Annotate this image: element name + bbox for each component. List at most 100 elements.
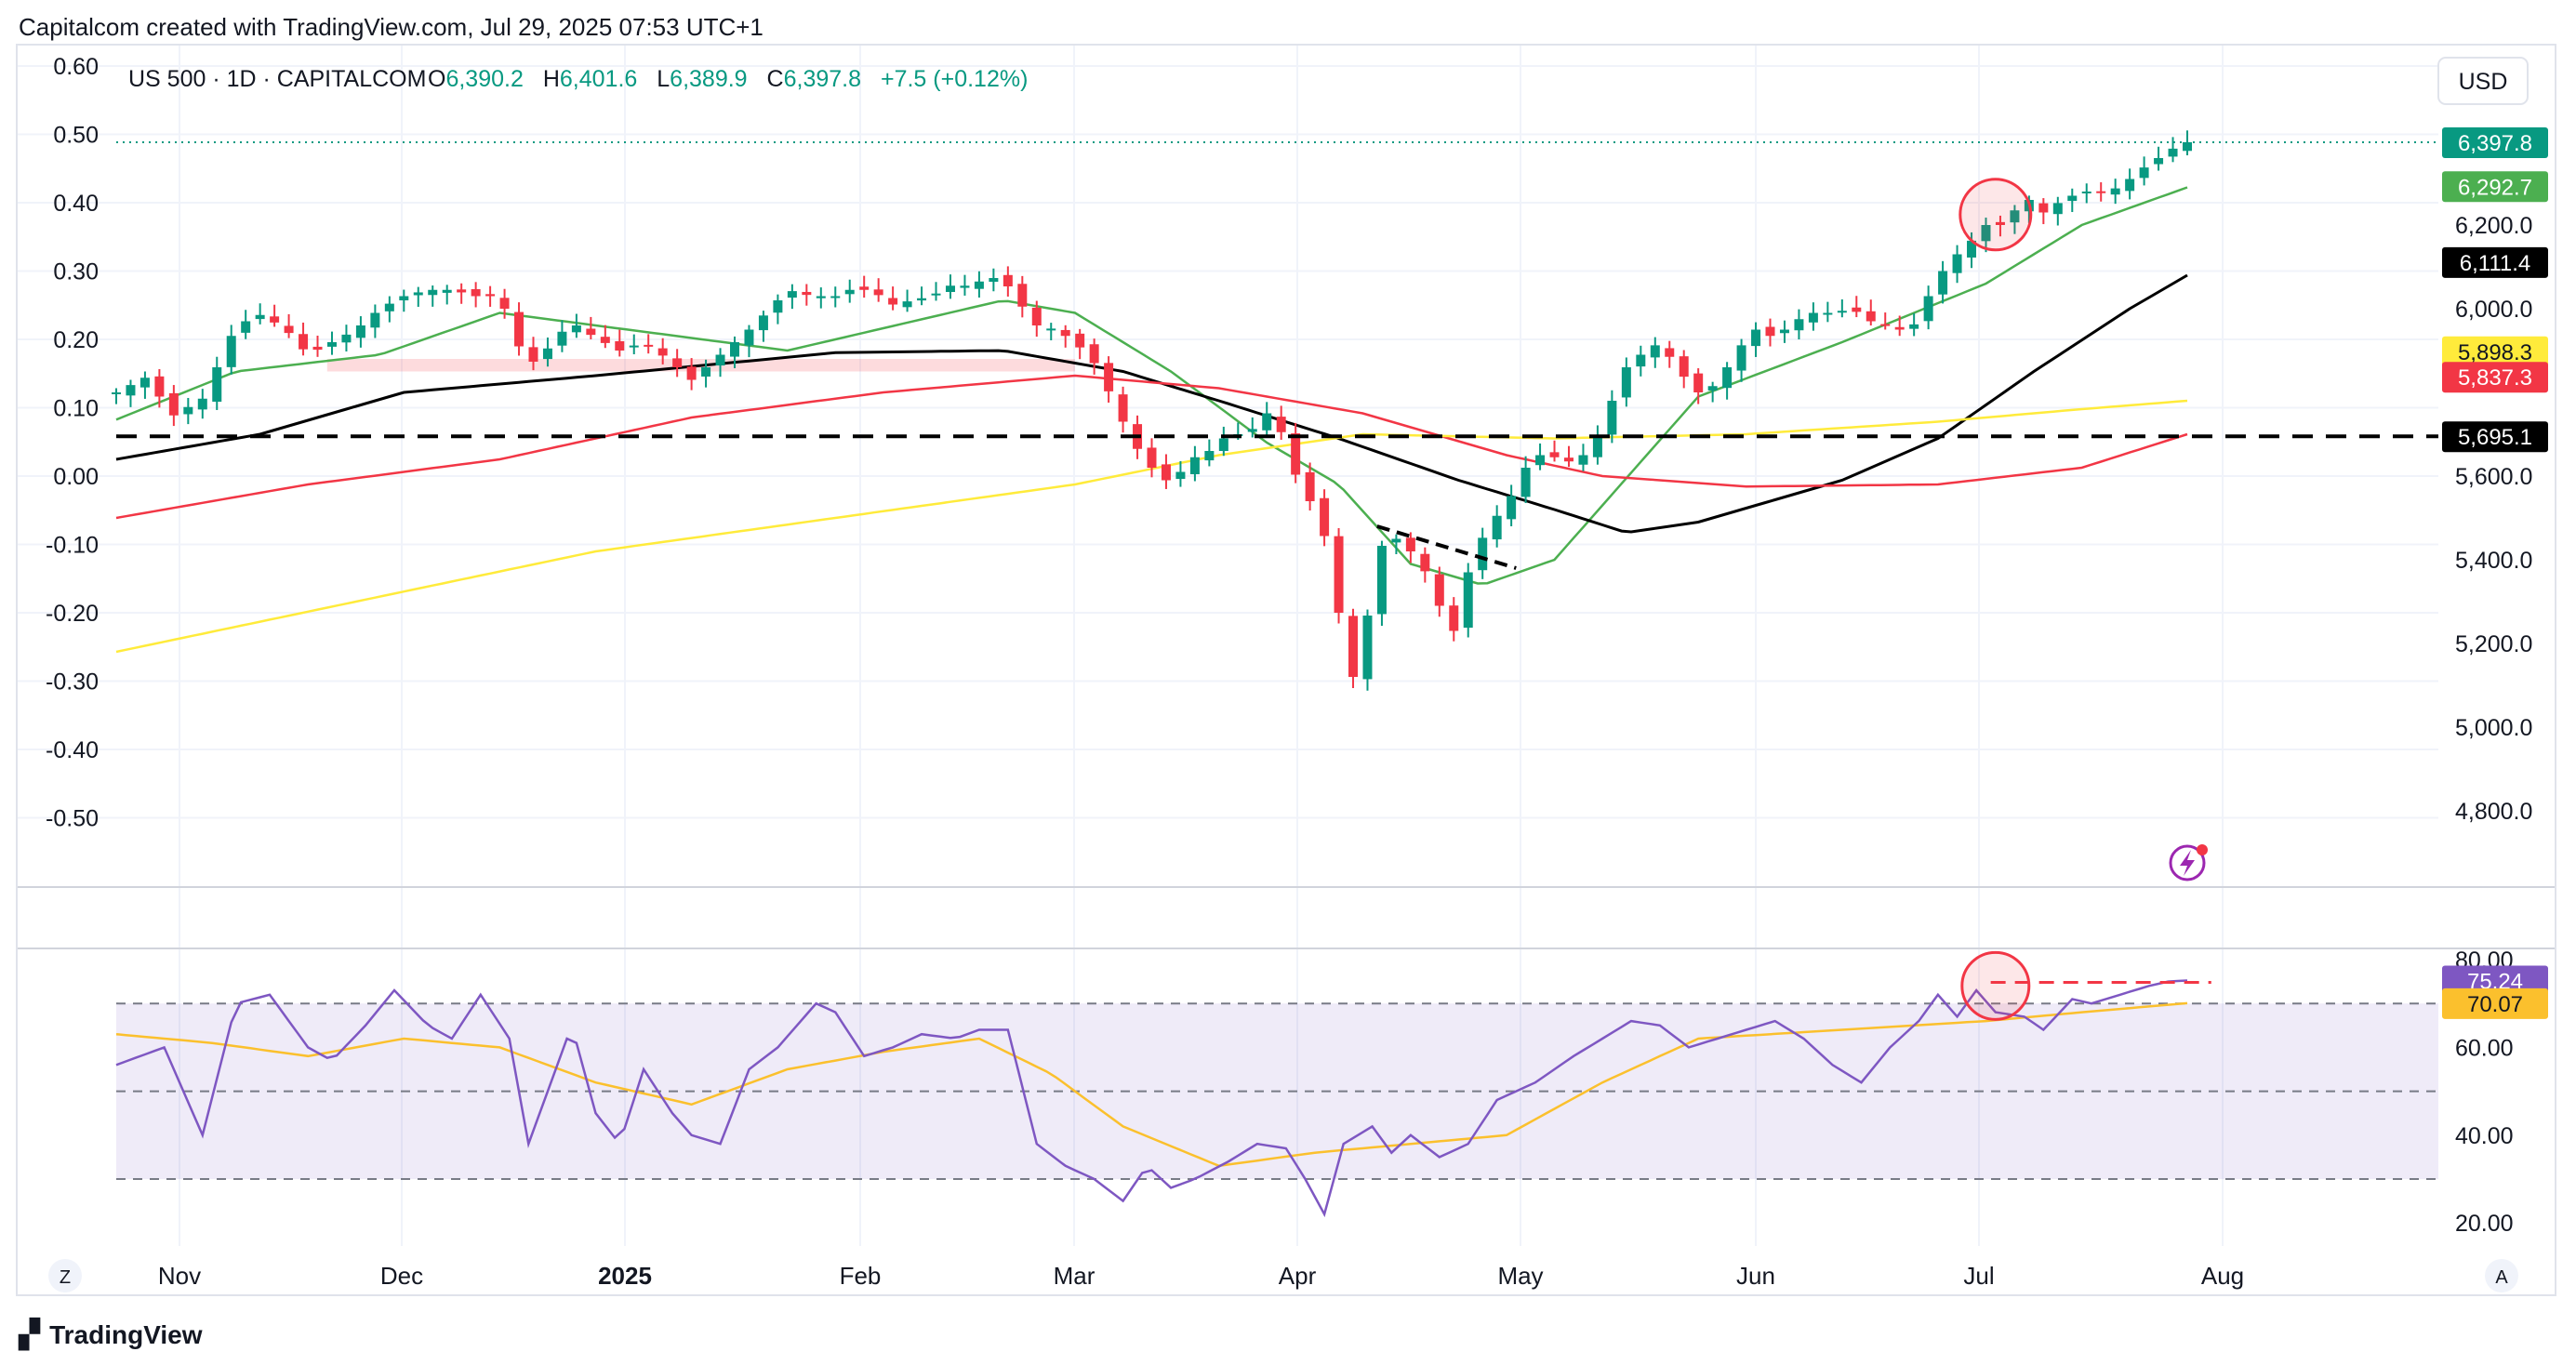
left-axis-tick: 0.20	[53, 327, 99, 353]
left-axis-tick: -0.30	[46, 669, 99, 696]
candle-body	[499, 298, 510, 309]
candle-body	[629, 345, 639, 348]
candles	[112, 130, 2192, 691]
highlight-circle-rsi	[1960, 950, 2031, 1021]
candle-body	[2038, 203, 2049, 213]
candle-body	[428, 289, 438, 296]
rsi-band-lines	[116, 1002, 2438, 1180]
candle-body	[1334, 536, 1344, 613]
candle-body	[471, 288, 481, 297]
candle-body	[989, 278, 999, 283]
candle-body	[615, 340, 625, 351]
candle-body	[1362, 616, 1373, 680]
a-button[interactable]	[2485, 1259, 2518, 1292]
currency-label: USD	[2459, 69, 2508, 95]
right-axis-tick: 4,800.0	[2455, 799, 2532, 825]
price-tag-label: 6,397.8	[2458, 131, 2532, 156]
candle-body	[1607, 401, 1617, 435]
candle-body	[1679, 356, 1689, 378]
candle-body	[2183, 141, 2192, 152]
left-axis-tick: 0.50	[53, 123, 99, 149]
price-tags: 6,397.8 6,292.7 6,111.4 5,898.35,837.3 5,695…	[2442, 126, 2548, 1019]
currency-button[interactable]	[2437, 57, 2529, 105]
candle-body	[557, 331, 567, 346]
candle-body	[859, 286, 870, 290]
x-axis: Nov Dec 2025 Feb Mar Apr May Jun Jul Aug	[158, 1262, 2244, 1290]
candle-body	[974, 281, 984, 289]
candle-body	[888, 298, 898, 305]
candle-body	[112, 392, 121, 394]
candle-body	[1535, 455, 1546, 466]
left-axis-tick: 0.40	[53, 191, 99, 217]
candle-body	[1923, 296, 1933, 322]
left-axis-tick: -0.10	[46, 533, 99, 559]
candle-body	[1650, 345, 1660, 358]
chart-credit: Capitalcom created with TradingView.com,…	[19, 13, 764, 41]
chart-frame	[16, 44, 2556, 1296]
candle-body	[299, 334, 309, 350]
candle-body	[1320, 497, 1330, 537]
candle-body	[773, 300, 783, 313]
candle-body	[1967, 240, 1977, 258]
candle-body	[1665, 348, 1675, 357]
candle-body	[1118, 394, 1128, 422]
candle-body	[1722, 367, 1733, 389]
price-tag	[2442, 421, 2548, 453]
candle-body	[830, 296, 841, 298]
trend-dashed-line	[1376, 524, 1517, 570]
tradingview-brand: TradingView	[49, 1319, 203, 1349]
candle-body	[1420, 553, 1430, 572]
candle-body	[1003, 274, 1013, 286]
candle-body	[960, 285, 970, 288]
candle-body	[1880, 324, 1891, 326]
candle-body	[600, 337, 610, 343]
price-tag	[2442, 362, 2548, 393]
candle-body	[873, 289, 883, 296]
candle-body	[657, 348, 668, 356]
rsi-ma-line	[115, 1001, 2188, 1168]
a-label: A	[2495, 1267, 2508, 1288]
candle-body	[1189, 457, 1200, 475]
x-axis-tick: Dec	[380, 1262, 423, 1290]
candle-body	[1391, 538, 1401, 543]
lightning-icon[interactable]	[2169, 844, 2208, 881]
candle-body	[1592, 436, 1602, 457]
candle-body	[1938, 271, 1948, 295]
candle-body	[672, 358, 683, 367]
candle-body	[399, 296, 409, 301]
candle-body	[1204, 451, 1215, 461]
candle-body	[1376, 546, 1387, 615]
candle-body	[1808, 312, 1818, 323]
candle-body	[744, 329, 754, 346]
candle-body	[485, 294, 496, 297]
candle-body	[542, 348, 552, 360]
candle-body	[370, 312, 380, 328]
candle-body	[457, 289, 467, 293]
x-axis-tick: Jul	[1963, 1262, 1994, 1290]
candle-body	[2139, 167, 2149, 179]
candle-body	[1578, 455, 1588, 465]
candle-body	[1492, 515, 1502, 540]
candle-body	[1161, 464, 1171, 481]
x-axis-tick: Mar	[1054, 1262, 1095, 1290]
candle-body	[241, 321, 251, 333]
candle-body	[644, 344, 654, 347]
candle-body	[2096, 191, 2106, 193]
candle-body	[197, 398, 207, 410]
candle-body	[1981, 225, 1991, 242]
tv-mark-icon: ▞	[19, 1319, 41, 1350]
candle-body	[1434, 574, 1444, 606]
right-axis-tick: 5,400.0	[2455, 548, 2532, 574]
right-axis-tick: 6,200.0	[2455, 213, 2532, 239]
candle-body	[1837, 311, 1847, 313]
candle-body	[1995, 221, 2005, 225]
candle-body	[1707, 386, 1718, 391]
candle-body	[1693, 373, 1704, 392]
z-button[interactable]	[48, 1259, 82, 1292]
candle-body	[1291, 433, 1301, 475]
z-label: Z	[60, 1267, 71, 1288]
rsi-axis-tick: 60.00	[2455, 1035, 2514, 1061]
candle-body	[715, 354, 725, 366]
candle-body	[1276, 417, 1286, 432]
